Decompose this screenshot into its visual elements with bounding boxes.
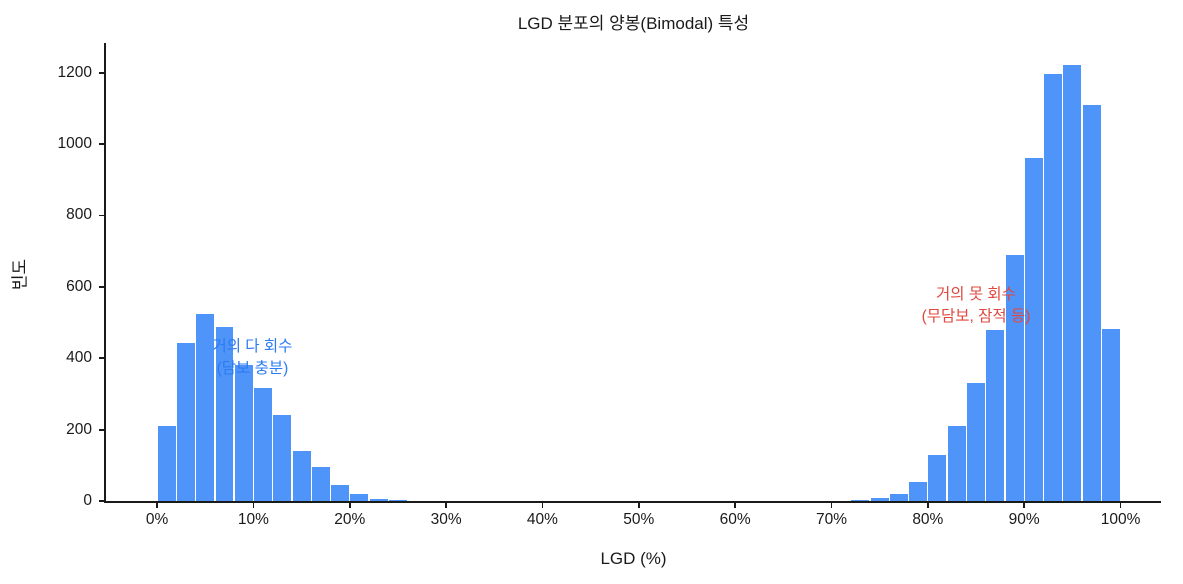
x-tick-label: 40% — [526, 511, 558, 528]
chart-title: LGD 분포의 양봉(Bimodal) 특성 — [517, 14, 750, 33]
x-axis-spine — [104, 501, 1161, 503]
histogram-bar — [1063, 65, 1082, 501]
x-tick-label: 100% — [1100, 511, 1141, 528]
x-tick-label: 80% — [912, 511, 944, 528]
y-tick — [99, 71, 105, 74]
x-tick — [926, 502, 929, 508]
histogram-bar — [909, 482, 928, 501]
histogram-bar — [1024, 158, 1043, 501]
y-tick — [99, 428, 105, 431]
x-tick — [830, 502, 833, 508]
y-axis-label: 빈도 — [10, 258, 30, 291]
annotation-line: (무담보, 잠적 등) — [921, 308, 1031, 326]
histogram-bar — [273, 415, 292, 501]
y-tick-label: 0 — [83, 492, 92, 509]
y-tick-label: 600 — [66, 277, 92, 295]
annotation: 거의 못 회수 (무담보, 잠적 등) — [922, 284, 1031, 328]
histogram-bar — [311, 466, 330, 501]
x-tick-label: 90% — [1008, 511, 1040, 528]
histogram-bar — [986, 329, 1005, 501]
y-tick — [99, 500, 105, 502]
histogram-bar — [889, 493, 908, 501]
x-tick-label: 30% — [430, 511, 462, 528]
y-tick-label: 1000 — [57, 135, 92, 153]
histogram-bar — [1101, 328, 1120, 501]
histogram-bar — [851, 499, 870, 501]
x-tick-label: 20% — [334, 511, 366, 528]
histogram-bar — [388, 500, 407, 501]
x-tick — [541, 502, 544, 508]
x-tick — [734, 502, 737, 508]
histogram-bar — [331, 484, 350, 501]
histogram-bar — [1005, 254, 1024, 501]
x-tick-label: 0% — [145, 511, 169, 528]
x-axis-label: LGD (%) — [600, 549, 667, 568]
x-tick — [637, 502, 640, 508]
histogram-bar — [967, 383, 985, 501]
histogram-bar — [1082, 104, 1101, 501]
histogram-bar — [292, 451, 311, 501]
y-tick — [99, 214, 105, 217]
histogram-bar — [369, 498, 388, 501]
x-tick — [445, 502, 447, 508]
annotation-line: (담보 충분) — [216, 360, 289, 378]
x-tick — [348, 502, 351, 508]
x-tick-label: 60% — [719, 511, 751, 528]
x-tick-label: 70% — [815, 511, 847, 528]
x-tick — [156, 502, 158, 508]
histogram-bar — [870, 498, 889, 501]
y-tick — [99, 285, 105, 288]
histogram-bar — [215, 326, 234, 501]
plot-area: 0% 10% 20% 30% 40% 50% 60% 70% 80% 90% 100% 0 200 400… — [58, 43, 1161, 528]
x-tick — [1023, 502, 1026, 508]
y-tick — [99, 357, 105, 360]
histogram-bar — [1044, 74, 1063, 501]
histogram-bar — [947, 426, 966, 501]
histogram-bar — [234, 365, 253, 501]
histogram-bar — [157, 426, 176, 501]
y-tick-label: 400 — [66, 349, 92, 367]
y-tick-label: 200 — [66, 420, 92, 438]
annotation-line: 거의 못 회수 — [936, 286, 1016, 304]
x-tick — [252, 502, 255, 508]
y-axis-spine — [104, 43, 106, 503]
histogram-bar — [196, 313, 215, 501]
annotation-line: 거의 다 회수 — [212, 338, 293, 356]
y-tick — [99, 143, 105, 145]
x-tick — [1119, 502, 1122, 508]
annotation: 거의 다 회수 (담보 충분) — [212, 336, 292, 380]
x-tick-label: 50% — [623, 511, 655, 528]
histogram-bar — [928, 454, 947, 501]
histogram-bar — [254, 388, 273, 501]
y-tick-label: 1200 — [57, 63, 92, 81]
y-tick-label: 800 — [66, 206, 92, 224]
x-tick-label: 10% — [237, 511, 269, 528]
histogram-bar — [176, 343, 195, 501]
histogram-bar — [350, 493, 369, 501]
